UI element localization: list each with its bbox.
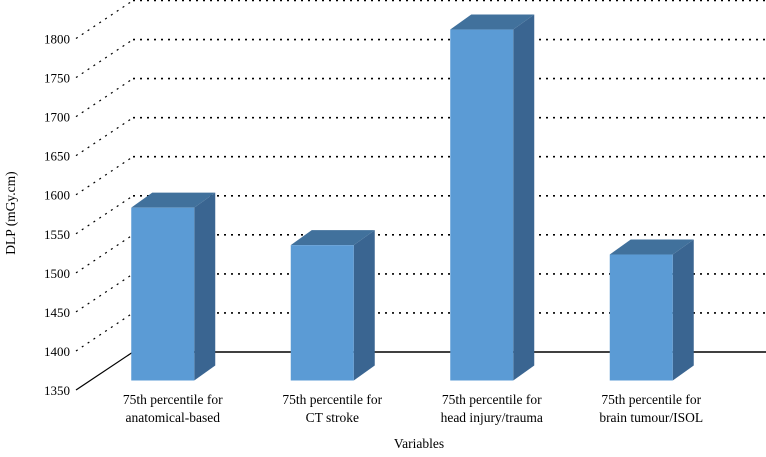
bar-top (131, 192, 216, 208)
category-label-line: 75th percentile for (282, 392, 382, 407)
category-label-line: 75th percentile for (601, 392, 701, 407)
y-tick-label: 1650 (44, 149, 70, 164)
y-tick-label: 1400 (44, 344, 70, 359)
x-category-labels: 75th percentile for anatomical-based75th … (123, 392, 703, 425)
y-tick-label: 1350 (44, 383, 70, 398)
y-tick-label: 1500 (44, 266, 70, 281)
side-wall-gridline (75, 117, 134, 157)
bar-top (290, 230, 375, 246)
x-category-label: 75th percentile for CT stroke (282, 392, 382, 425)
category-label-line: anatomical-based (126, 410, 221, 425)
bar-top (609, 239, 694, 255)
side-wall-gridline (75, 156, 134, 196)
floor-left-edge (75, 351, 134, 391)
side-wall-gridline (75, 39, 134, 79)
y-tick-labels: 1350 1400 1450 1500 1550 1600 1650 1700 1750 1800 (44, 32, 70, 399)
side-wall-gridline (75, 78, 134, 118)
bar-front (290, 245, 354, 381)
bar-side (194, 192, 216, 381)
bar-side (353, 230, 375, 381)
category-label-line: head injury/trauma (441, 410, 543, 425)
y-axis-title: DLP (mGy.cm) (3, 171, 18, 254)
bar (131, 192, 216, 381)
side-wall-gridline (75, 273, 134, 313)
x-category-label: 75th percentile for head injury/trauma (441, 392, 543, 425)
y-tick-label: 1550 (44, 227, 70, 242)
y-tick-label: 1800 (44, 32, 70, 47)
bar-side (672, 239, 694, 381)
side-wall-gridline (75, 312, 134, 352)
x-category-label: 75th percentile for anatomical-based (123, 392, 223, 425)
bar-front (131, 207, 195, 381)
y-tick-label: 1450 (44, 305, 70, 320)
x-axis-title: Variables (394, 436, 444, 451)
y-tick-label: 1700 (44, 110, 70, 125)
side-wall-gridline (75, 234, 134, 274)
bars-layer (131, 14, 694, 381)
bar-side (513, 14, 535, 381)
bar (290, 230, 375, 381)
category-label-line: brain tumour/ISOL (599, 410, 703, 425)
bar (450, 14, 535, 381)
category-label-line: 75th percentile for (123, 392, 223, 407)
x-category-label: 75th percentile for brain tumour/ISOL (599, 392, 703, 425)
side-wall-gridline (75, 195, 134, 235)
side-wall-gridline (75, 0, 134, 39)
bar (609, 239, 694, 381)
category-label-line: CT stroke (306, 410, 359, 425)
bar-front (609, 254, 673, 381)
bar-front (450, 29, 514, 381)
y-tick-label: 1600 (44, 188, 70, 203)
y-tick-label: 1750 (44, 71, 70, 86)
category-label-line: 75th percentile for (442, 392, 542, 407)
bar-top (450, 14, 535, 30)
